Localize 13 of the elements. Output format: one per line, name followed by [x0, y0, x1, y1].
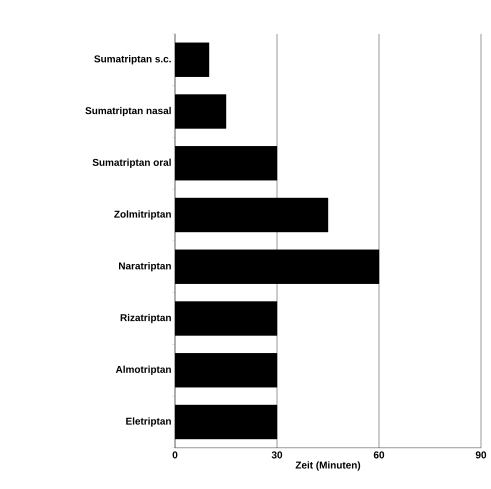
y-tick-label: Zolmitriptan — [114, 210, 171, 220]
y-tick-label: Naratriptan — [119, 262, 171, 272]
x-tick-label: 30 — [272, 451, 282, 458]
y-tick-label: Sumatriptan oral — [92, 158, 171, 168]
y-tick-label: Sumatriptan nasal — [85, 106, 171, 116]
y-tick-label: Eletriptan — [126, 417, 171, 427]
y-tick-label: Rizatriptan — [120, 314, 171, 324]
x-axis-title: Zeit (Minuten) — [296, 461, 360, 471]
y-tick-label: Sumatriptan s.c. — [94, 55, 171, 64]
y-tick-label: Almotriptan — [116, 366, 171, 375]
x-tick-label: 60 — [374, 451, 384, 458]
x-tick-label: 90 — [476, 451, 486, 458]
x-tick-label: 0 — [172, 451, 178, 458]
